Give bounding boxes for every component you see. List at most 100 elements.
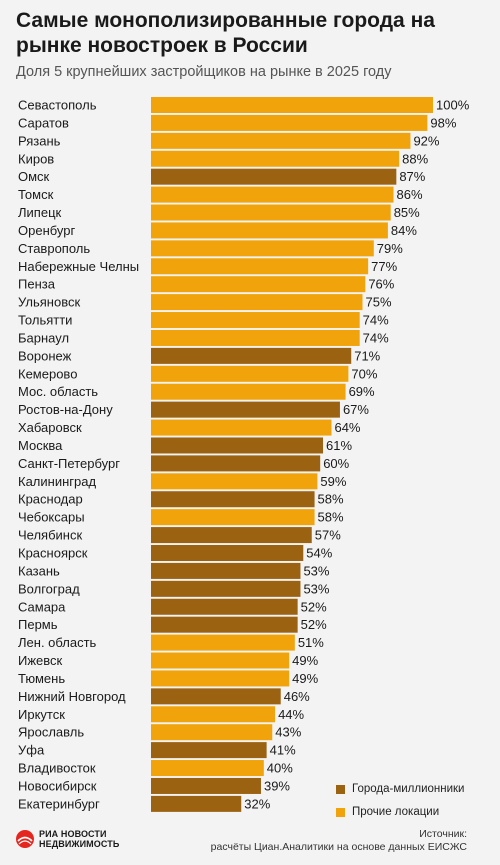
value-label: 79%: [377, 241, 403, 256]
category-label: Саратов: [18, 115, 69, 130]
bar: [151, 114, 428, 131]
value-label: 70%: [351, 366, 377, 381]
category-label: Пермь: [18, 617, 58, 632]
category-label: Лен. область: [18, 635, 97, 650]
bar: [151, 294, 363, 311]
value-label: 85%: [394, 205, 420, 220]
legend-swatch-other: [336, 807, 345, 817]
value-label: 49%: [292, 671, 318, 686]
value-label: 57%: [315, 528, 341, 543]
value-label: 41%: [270, 743, 296, 758]
bar: [151, 491, 315, 508]
category-label: Набережные Челны: [18, 259, 139, 274]
value-label: 84%: [391, 223, 417, 238]
value-label: 60%: [323, 456, 349, 471]
legend: Города-миллионники Прочие локации: [336, 779, 464, 825]
ria-logo-icon: [16, 830, 34, 848]
bar: [151, 312, 360, 329]
category-label: Воронеж: [18, 348, 72, 363]
category-label: Красноярск: [18, 546, 88, 561]
bar: [151, 168, 397, 185]
bar: [151, 634, 295, 651]
value-label: 53%: [303, 581, 329, 596]
value-label: 58%: [318, 492, 344, 507]
category-label: Липецк: [18, 205, 62, 220]
category-label: Иркутск: [18, 707, 65, 722]
logo-line2: НЕДВИЖИМОСТЬ: [39, 839, 120, 849]
bar: [151, 204, 391, 221]
value-label: 53%: [303, 563, 329, 578]
bar: [151, 706, 276, 723]
category-label: Мос. область: [18, 384, 98, 399]
bar: [151, 276, 366, 293]
value-label: 71%: [354, 348, 380, 363]
category-label: Пенза: [18, 277, 56, 292]
ria-logo: РИА НОВОСТИ НЕДВИЖИМОСТЬ: [16, 829, 119, 849]
bar: [151, 455, 321, 472]
bar: [151, 598, 298, 615]
bar: [151, 509, 315, 526]
category-label: Кемерово: [18, 366, 77, 381]
bar: [151, 150, 400, 167]
category-label: Омск: [18, 169, 50, 184]
value-label: 46%: [284, 689, 310, 704]
category-label: Тольятти: [18, 313, 72, 328]
bar: [151, 777, 261, 794]
bar: [151, 401, 340, 418]
chart-subtitle: Доля 5 крупнейших застройщиков на рынке …: [16, 64, 392, 80]
bar: [151, 383, 346, 400]
category-label: Казань: [18, 563, 60, 578]
source-note: Источник: расчёты Циан.Аналитики на осно…: [211, 828, 467, 854]
category-label: Ульяновск: [18, 295, 80, 310]
category-label: Рязань: [18, 133, 61, 148]
bar: [151, 258, 369, 275]
category-label: Барнаул: [18, 330, 69, 345]
value-label: 49%: [292, 653, 318, 668]
legend-swatch-million: [336, 784, 345, 794]
bar: [151, 724, 273, 741]
bar: [151, 222, 388, 239]
category-label: Севастополь: [18, 98, 97, 113]
bar: [151, 652, 290, 669]
logo-line1: РИА НОВОСТИ: [39, 829, 107, 839]
category-label: Ярославль: [18, 725, 84, 740]
bar: [151, 795, 242, 812]
bar: [151, 240, 374, 257]
category-label: Уфа: [18, 743, 45, 758]
bar: [151, 545, 304, 561]
bar: [151, 473, 318, 490]
value-label: 86%: [397, 187, 423, 202]
value-label: 74%: [363, 313, 389, 328]
bar: [151, 132, 411, 149]
category-label: Ставрополь: [18, 241, 90, 256]
value-label: 40%: [267, 761, 293, 776]
category-label: Волгоград: [18, 581, 80, 596]
category-label: Москва: [18, 438, 63, 453]
value-label: 51%: [298, 635, 324, 650]
value-label: 76%: [368, 277, 394, 292]
category-label: Челябинск: [18, 528, 82, 543]
legend-label-other: Прочие локации: [352, 806, 440, 818]
value-label: 67%: [343, 402, 369, 417]
category-label: Киров: [18, 151, 54, 166]
value-label: 75%: [366, 295, 392, 310]
value-label: 32%: [244, 796, 270, 811]
category-label: Самара: [18, 599, 66, 614]
value-label: 74%: [363, 330, 389, 345]
bar: [151, 616, 298, 633]
value-label: 77%: [371, 259, 397, 274]
value-label: 43%: [275, 725, 301, 740]
bar: [151, 688, 281, 705]
source-label: Источник:: [419, 828, 467, 840]
bar: [151, 670, 290, 687]
value-label: 59%: [320, 474, 346, 489]
bar: [151, 437, 324, 454]
bar: [151, 186, 394, 203]
chart-title: Самые монополизированные города на рынке…: [16, 9, 435, 57]
category-label: Ижевск: [18, 653, 63, 668]
bar: [151, 347, 352, 364]
category-label: Краснодар: [18, 492, 83, 507]
legend-label-million: Города-миллионники: [352, 783, 465, 795]
category-label: Санкт-Петербург: [18, 456, 120, 471]
